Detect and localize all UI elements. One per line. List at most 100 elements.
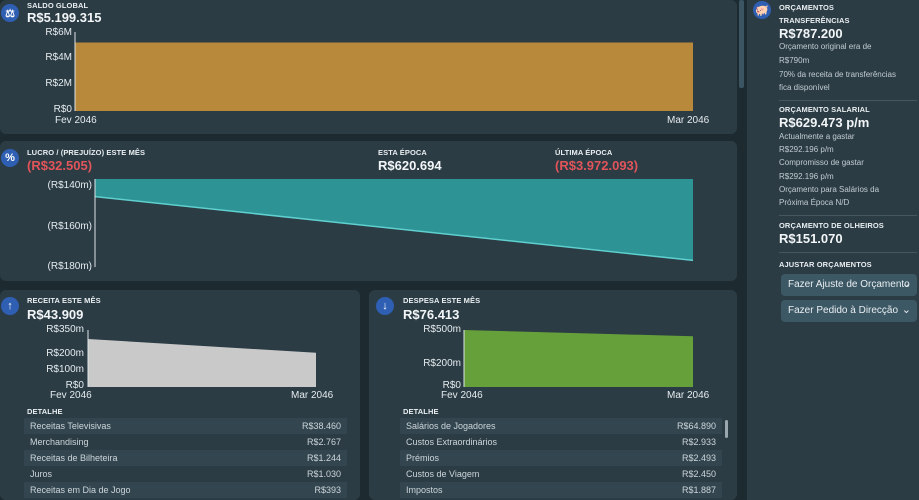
table-row[interactable]: Custos Extraordinários R$2.933 (400, 434, 722, 450)
scout-value: R$151.070 (779, 231, 843, 246)
salary-title: ORÇAMENTO SALARIAL (779, 105, 870, 114)
scrollbar[interactable] (725, 420, 728, 438)
lucro-ytick: (R$140m) (47, 180, 92, 191)
table-row[interactable]: Receitas de Bilheteira R$1.244 (24, 450, 347, 466)
receita-title: RECEITA ESTE MÊS (27, 296, 101, 305)
row-value: R$2.493 (681, 453, 716, 463)
row-value: R$38.460 (301, 421, 341, 431)
salary-commit-value: R$292.196 p/m (779, 172, 834, 181)
receita-chart (87, 330, 316, 387)
receita-detail-label: DETALHE (27, 407, 63, 416)
receita-xtick: Mar 2046 (291, 390, 334, 401)
receita-ytick: R$200m (46, 348, 84, 359)
table-row[interactable]: Receitas Televisivas R$38.460 (24, 418, 347, 434)
despesa-area (464, 330, 693, 387)
budget-adjust-button[interactable]: Fazer Ajuste de Orçamento ⌄ (781, 274, 917, 296)
lucro-value: (R$32.505) (27, 158, 93, 173)
saldo-area (75, 42, 693, 111)
saldo-ytick: R$6M (45, 27, 72, 38)
salary-next: Próxima Época N/D (779, 198, 850, 207)
lucro-ytick: (R$180m) (47, 261, 92, 272)
table-row[interactable]: Custos de Viagem R$2.450 (400, 466, 722, 482)
lucro-ytick: (R$160m) (47, 221, 92, 232)
table-row[interactable]: Juros R$1.030 (24, 466, 347, 482)
despesa-ytick: R$500m (423, 324, 461, 335)
saldo-value: R$5.199.315 (27, 10, 102, 25)
table-row[interactable]: Prémios R$2.493 (400, 450, 722, 466)
chevron-down-icon: ⌄ (901, 278, 911, 290)
row-label: Receitas de Bilheteira (30, 453, 118, 463)
transfer-title: TRANSFERÊNCIAS (779, 16, 850, 25)
saldo-ytick: R$0 (53, 104, 72, 115)
receita-ytick: R$350m (46, 324, 84, 335)
despesa-title: DESPESA ESTE MÊS (403, 296, 481, 305)
row-label: Juros (30, 469, 53, 479)
transfer-value: R$787.200 (779, 26, 843, 41)
table-row[interactable]: Salários de Jogadores R$64.890 (400, 418, 722, 434)
salary-commit-label: Compromisso de gastar (779, 158, 864, 167)
saldo-ytick: R$2M (45, 78, 72, 89)
despesa-detail-label: DETALHE (403, 407, 439, 416)
row-value: R$1.887 (681, 485, 716, 495)
salary-spent-label: Actualmente a gastar (779, 132, 855, 141)
divider (779, 100, 917, 101)
receita-xtick: Fev 2046 (50, 390, 92, 401)
lucro-line (94, 195, 694, 262)
row-value: R$2.767 (306, 437, 341, 447)
row-value: R$393 (314, 485, 341, 495)
divider (779, 215, 917, 216)
despesa-detail-table: Salários de Jogadores R$64.890 Custos Ext… (400, 418, 728, 500)
season-title: ESTA ÉPOCA (378, 148, 427, 157)
row-label: Merchandising (30, 437, 89, 447)
row-value: R$64.890 (676, 421, 716, 431)
transfer-original-value: R$790m (779, 56, 810, 65)
arrow-down-icon: ↓ (376, 297, 394, 315)
row-value: R$1.244 (306, 453, 341, 463)
scout-title: ORÇAMENTO DE OLHEIROS (779, 221, 884, 230)
budget-adjust-label: Fazer Ajuste de Orçamento (788, 279, 910, 290)
receita-area (88, 338, 316, 387)
row-label: Receitas em Dia de Jogo (30, 485, 131, 495)
receita-ytick: R$0 (65, 380, 84, 391)
adjust-title: AJUSTAR ORÇAMENTOS (779, 260, 872, 269)
row-label: Custos Extraordinários (406, 437, 498, 447)
row-label: Impostos (406, 485, 443, 495)
despesa-xtick: Fev 2046 (441, 390, 483, 401)
board-request-button[interactable]: Fazer Pedido à Direcção ⌄ (781, 300, 917, 322)
chevron-down-icon: ⌄ (901, 304, 911, 316)
table-row[interactable]: Receitas em Dia de Jogo R$393 (24, 482, 347, 498)
salary-spent-value: R$292.196 p/m (779, 145, 834, 154)
main-scrollbar[interactable] (739, 0, 744, 88)
season-value: R$620.694 (378, 158, 442, 173)
despesa-ytick: R$0 (442, 380, 461, 391)
last-season-value: (R$3.972.093) (555, 158, 639, 173)
lucro-title: LUCRO / (PREJUÍZO) ESTE MÊS (27, 148, 146, 157)
despesa-xtick: Mar 2046 (667, 390, 710, 401)
row-label: Salários de Jogadores (406, 421, 496, 431)
transfer-note: fica disponível (779, 83, 830, 92)
despesa-chart (463, 330, 693, 387)
arrow-up-icon: ↑ (1, 297, 19, 315)
board-request-label: Fazer Pedido à Direcção (788, 305, 899, 316)
saldo-chart (74, 32, 693, 111)
piggy-bank-icon: 🐖 (753, 1, 771, 19)
row-label: Custos de Viagem (406, 469, 480, 479)
table-row[interactable]: Merchandising R$2.767 (24, 434, 347, 450)
percent-icon: % (1, 149, 19, 167)
saldo-title: SALDO GLOBAL (27, 1, 89, 10)
transfer-note: 70% da receita de transferências (779, 70, 896, 79)
table-row[interactable]: Impostos R$1.887 (400, 482, 722, 498)
budget-sidebar (747, 0, 919, 500)
budget-title: ORÇAMENTOS (779, 3, 835, 12)
row-label: Prémios (406, 453, 440, 463)
last-season-title: ÚLTIMA ÉPOCA (555, 148, 613, 157)
transfer-original-label: Orçamento original era de (779, 42, 872, 51)
receita-value: R$43.909 (27, 307, 84, 322)
lucro-chart (94, 179, 694, 267)
saldo-ytick: R$4M (45, 52, 72, 63)
scale-icon: ⚖ (1, 4, 19, 22)
salary-next: Orçamento para Salários da (779, 185, 880, 194)
lucro-area (95, 179, 693, 261)
receita-detail-table: Receitas Televisivas R$38.460 Merchandisi… (24, 418, 351, 500)
saldo-xtick: Fev 2046 (55, 115, 97, 126)
